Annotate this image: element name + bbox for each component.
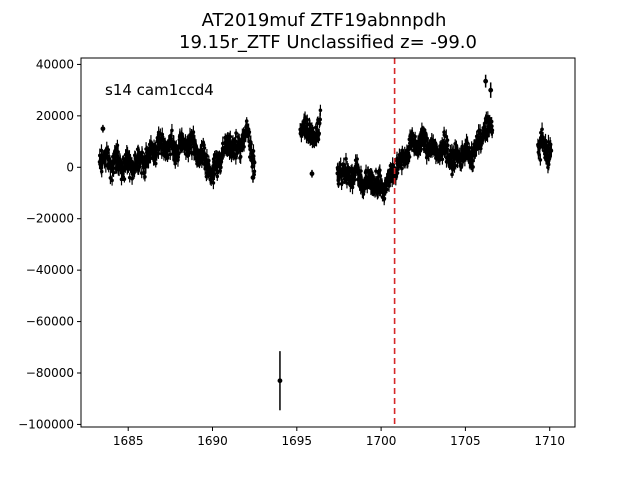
data-point	[359, 169, 363, 173]
field-annotation: s14 cam1ccd4	[105, 81, 214, 99]
data-point	[247, 130, 252, 134]
plot-frame	[80, 57, 576, 428]
x-tick-label: 1690	[197, 434, 228, 448]
x-tick-label: 1685	[113, 434, 144, 448]
data-point	[453, 163, 458, 168]
chart-title-line2: 19.15r_ZTF Unclassified z= -99.0	[179, 32, 477, 53]
data-point	[191, 130, 196, 134]
data-point	[234, 131, 238, 135]
data-point	[170, 128, 174, 133]
x-tick-label: 1695	[282, 434, 313, 448]
data-point	[153, 161, 158, 166]
data-point	[215, 170, 220, 175]
data-point	[233, 139, 238, 144]
data-point	[130, 176, 134, 181]
data-point	[165, 156, 170, 160]
y-axis-ticks: −100000 −80000 −60000 −40000 −20000 0 20000 400…	[18, 57, 81, 431]
data-point	[407, 155, 412, 159]
data-point	[488, 87, 494, 93]
x-tick-label: 1710	[534, 434, 565, 448]
data-point	[219, 165, 223, 170]
data-point	[211, 181, 216, 185]
data-point	[228, 134, 233, 139]
data-point	[385, 187, 389, 192]
data-points-layer	[97, 74, 554, 411]
data-point	[338, 162, 343, 167]
y-tick-label: 0	[66, 160, 74, 174]
x-tick-label: 1705	[450, 434, 481, 448]
data-point	[202, 146, 207, 150]
data-point	[252, 169, 257, 174]
data-point	[238, 154, 243, 159]
data-point	[99, 169, 104, 174]
data-point	[440, 157, 445, 162]
data-point	[122, 177, 127, 181]
data-point	[318, 117, 322, 122]
data-point	[485, 134, 490, 138]
data-point	[116, 150, 120, 154]
data-point	[252, 160, 257, 165]
data-point	[490, 128, 495, 133]
data-point	[244, 119, 249, 123]
data-point	[378, 174, 383, 178]
y-tick-label: −80000	[26, 366, 74, 380]
data-point	[416, 151, 421, 156]
data-point	[111, 170, 116, 175]
data-point	[445, 138, 450, 142]
data-point	[345, 181, 349, 185]
data-point	[483, 78, 489, 84]
data-point	[277, 378, 283, 384]
y-tick-label: 20000	[36, 109, 74, 123]
data-point	[465, 141, 470, 145]
data-point	[177, 151, 181, 155]
data-point	[242, 144, 246, 149]
data-point	[143, 175, 147, 179]
data-point	[425, 136, 429, 141]
x-axis-ticks: 1685 1690 1695 1700 1705 1710	[113, 427, 565, 448]
data-point	[318, 108, 323, 113]
data-point	[207, 158, 211, 163]
data-point	[237, 137, 242, 141]
data-point	[478, 128, 482, 133]
data-point	[232, 153, 236, 157]
data-point	[445, 143, 450, 148]
data-point	[540, 127, 544, 132]
data-point	[205, 153, 209, 158]
data-point	[471, 165, 475, 169]
data-point	[317, 131, 321, 136]
data-point	[106, 147, 111, 152]
data-point	[382, 196, 387, 201]
y-tick-label: −60000	[26, 315, 74, 329]
data-point	[400, 166, 404, 171]
data-point	[549, 148, 554, 153]
data-point	[344, 157, 348, 161]
data-point	[146, 159, 151, 164]
y-tick-label: −40000	[26, 263, 74, 277]
data-point	[340, 180, 345, 185]
data-point	[538, 158, 543, 162]
data-point	[309, 171, 315, 177]
data-point	[352, 178, 357, 182]
data-point	[374, 169, 378, 173]
data-point	[250, 175, 256, 180]
data-point	[413, 134, 417, 139]
x-tick-label: 1700	[366, 434, 397, 448]
y-tick-label: −100000	[18, 417, 74, 431]
y-tick-label: 40000	[36, 57, 74, 71]
data-point	[355, 157, 359, 161]
data-point	[110, 178, 114, 183]
data-point	[212, 172, 217, 176]
data-point	[489, 119, 494, 124]
chart-title-line1: AT2019muf ZTF19abnnpdh	[202, 10, 447, 31]
data-point	[100, 126, 106, 132]
data-point	[99, 148, 104, 153]
data-point	[395, 171, 400, 175]
y-tick-label: −20000	[26, 212, 74, 226]
